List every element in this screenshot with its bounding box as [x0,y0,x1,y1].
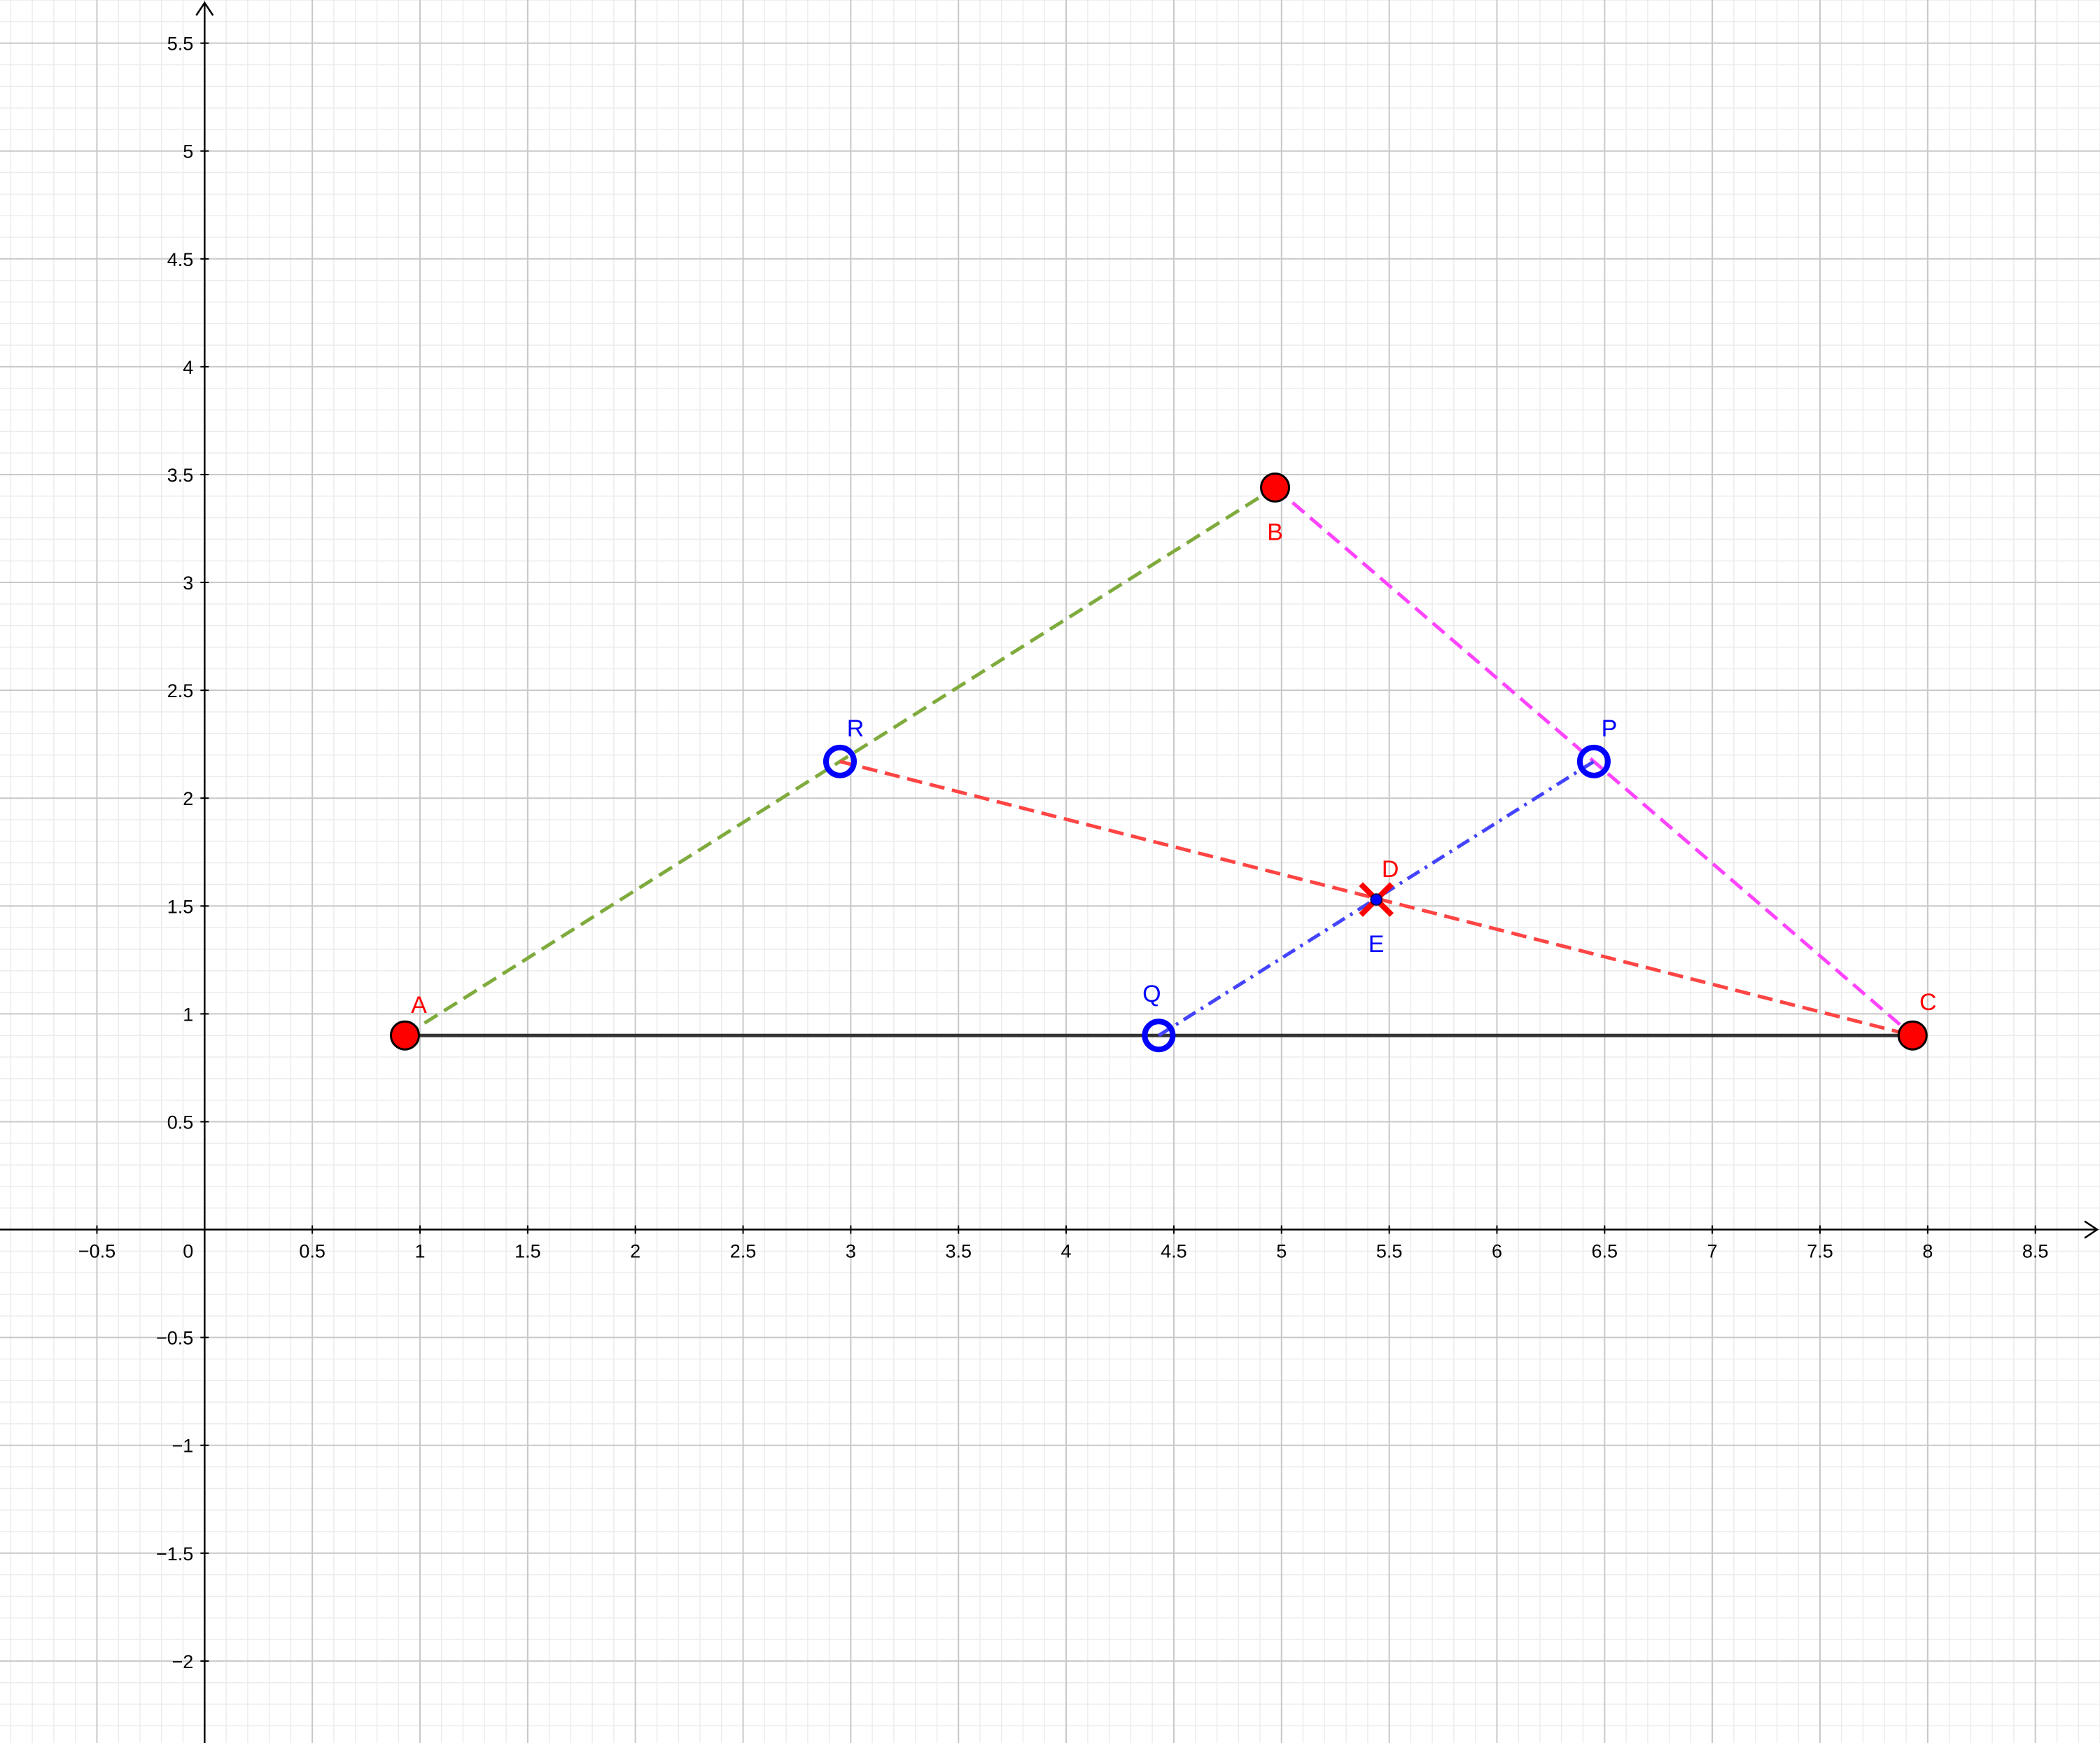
x-axis-tick-label: 2 [630,1241,640,1262]
point-label-e: E [1368,931,1385,958]
y-axis-tick-label: 4 [183,357,193,378]
y-axis-tick-label: 1 [183,1004,193,1025]
y-axis-tick-label: 3 [183,573,193,594]
y-axis-tick-label: 1.5 [167,896,194,917]
origin-label: 0 [183,1241,193,1262]
tick-labels: −0.5 0.5 1 1.5 2 2.5 3 3.5 4 4.5 5 5.5 6 6.5 7 7.5 8 8.5 −… [78,34,2049,1672]
point-label-r: R [847,715,864,742]
point-p [1576,744,1611,778]
x-axis-tick-label: 1.5 [514,1241,541,1262]
y-axis-tick-label: −1.5 [156,1544,193,1564]
point-label-q: Q [1142,981,1161,1007]
point-label-d: D [1382,856,1399,883]
y-axis-tick-label: 2.5 [167,680,194,701]
y-axis-tick-label: 5 [183,141,193,162]
point-c [1897,1020,1928,1051]
y-axis-tick-label: −1 [172,1436,194,1457]
y-axis-arrow-icon [195,1,214,16]
y-axis-tick-label: 0.5 [167,1112,194,1133]
x-axis-tick-label: 8 [1922,1241,1933,1262]
point-label-c: C [1919,989,1937,1016]
x-axis-tick-label: 7.5 [1807,1241,1833,1262]
points [389,472,1928,1053]
x-axis-tick-label: −0.5 [78,1241,115,1262]
x-axis-arrow-icon [2084,1220,2099,1239]
point-label-a: A [411,992,427,1018]
point-labels: A B C P Q R D E [411,519,1936,1018]
x-axis-tick-label: 6 [1492,1241,1502,1262]
x-axis-tick-label: 7 [1707,1241,1718,1262]
x-axis-tick-label: 1 [414,1241,425,1262]
x-axis-tick-label: 6.5 [1592,1241,1618,1262]
point-q [1142,1018,1176,1053]
point-label-p: P [1602,715,1618,742]
segment-bc [1273,486,1914,1037]
x-axis-tick-label: 4.5 [1161,1241,1187,1262]
x-axis-tick-label: 5.5 [1376,1241,1403,1262]
x-axis-tick-label: 3 [846,1241,856,1262]
y-axis-tick-label: −0.5 [156,1328,193,1349]
x-axis-tick-label: 4 [1061,1241,1072,1262]
x-axis-tick-label: 5 [1276,1241,1287,1262]
x-axis-tick-label: 3.5 [945,1241,972,1262]
y-axis-tick-label: 5.5 [167,34,194,55]
point-label-b: B [1267,519,1283,545]
x-axis-tick-label: 2.5 [730,1241,757,1262]
point-b [1260,472,1291,503]
point-r [823,744,857,778]
point-e [1370,893,1382,906]
y-axis-tick-label: −2 [172,1651,194,1672]
y-axis-tick-label: 3.5 [167,465,194,486]
y-axis-tick-label: 4.5 [167,249,194,270]
point-a [389,1020,420,1051]
x-axis-tick-label: 0.5 [299,1241,326,1262]
y-axis-tick-label: 2 [183,788,193,809]
x-axis-tick-label: 8.5 [2022,1241,2049,1262]
